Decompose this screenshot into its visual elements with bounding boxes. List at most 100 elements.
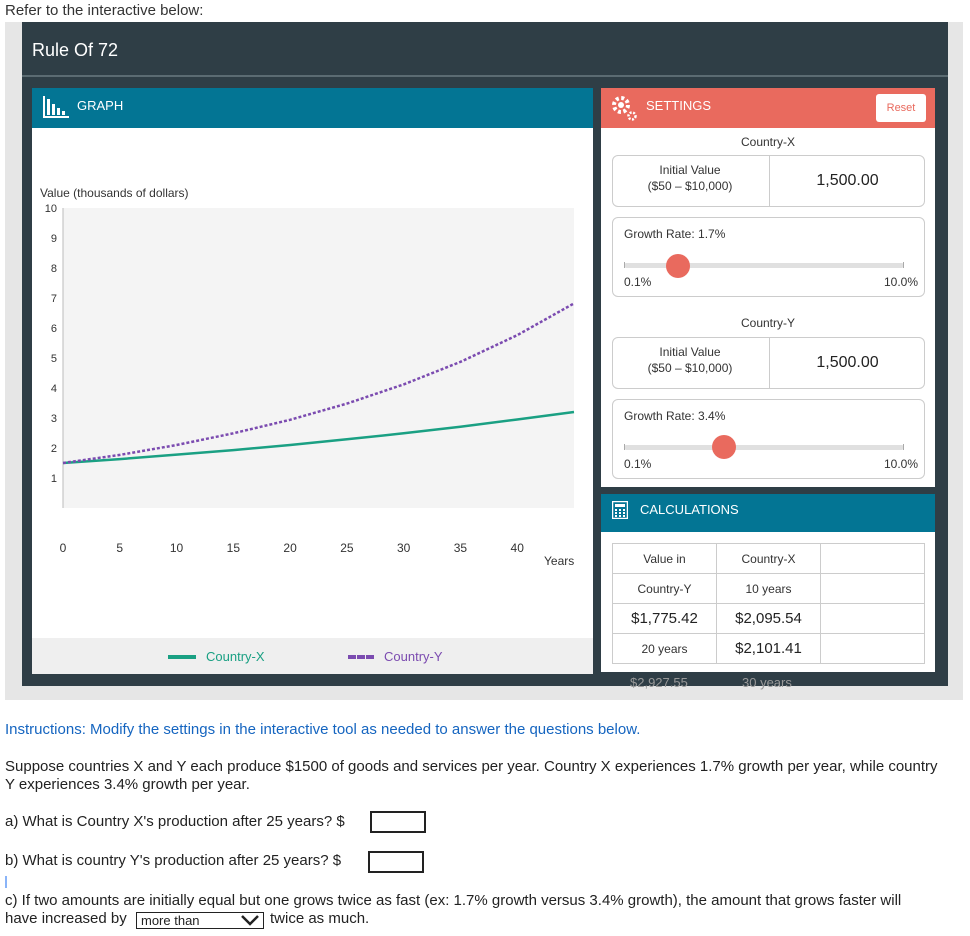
country-x-initial-value-label: Initial Value ($50 – $10,000) bbox=[612, 162, 768, 194]
table-cell: 20 years bbox=[612, 633, 717, 664]
table-cell: Country-Y bbox=[612, 573, 717, 604]
graph-header bbox=[32, 88, 593, 128]
problem-statement: Suppose countries X and Y each produce $… bbox=[5, 758, 938, 793]
overflow-row-value: $2,927.55 bbox=[630, 675, 688, 690]
table-cell: $1,775.42 bbox=[612, 603, 717, 634]
country-x-heading: Country-X bbox=[740, 135, 796, 149]
slider-min-tick bbox=[624, 444, 625, 450]
instructions-text: Instructions: Modify the settings in the… bbox=[5, 721, 641, 738]
chart-legend bbox=[32, 638, 593, 674]
table-cell bbox=[820, 633, 925, 664]
table-cell: $2,095.54 bbox=[716, 603, 821, 634]
growth-chart: Value (thousands of dollars) 1 2 3 4 5 6 7 8 9 10… bbox=[40, 186, 575, 568]
country-y-growth-group bbox=[612, 399, 925, 479]
table-cell: 10 years bbox=[716, 573, 821, 604]
y-tick-label: 1 bbox=[51, 473, 57, 485]
answer-b-input[interactable] bbox=[368, 851, 424, 873]
plot-area bbox=[63, 208, 574, 508]
y-tick-label: 10 bbox=[45, 203, 57, 215]
y-tick-label: 8 bbox=[51, 263, 57, 275]
country-x-growth-slider[interactable] bbox=[624, 263, 904, 268]
x-tick-label: 20 bbox=[283, 541, 297, 555]
country-x-growth-label: Growth Rate: 1.7% bbox=[624, 227, 726, 241]
bar-chart-icon bbox=[43, 96, 69, 118]
country-y-initial-value-group bbox=[612, 337, 925, 389]
x-tick-label: 30 bbox=[397, 541, 411, 555]
question-b: b) What is country Y's production after … bbox=[5, 852, 342, 869]
country-x-initial-value-input[interactable]: 1,500.00 bbox=[769, 155, 925, 207]
country-x-slider-thumb[interactable] bbox=[666, 254, 690, 278]
country-y-growth-label: Growth Rate: 3.4% bbox=[624, 409, 726, 423]
initial-value-range-text: ($50 – $10,000) bbox=[647, 361, 733, 375]
y-tick-label: 4 bbox=[51, 383, 57, 395]
question-c: c) If two amounts are initially equal bu… bbox=[5, 892, 902, 909]
calculator-icon bbox=[612, 501, 628, 519]
gear-icon bbox=[612, 96, 637, 121]
answer-a-input[interactable] bbox=[370, 811, 426, 833]
calculations-table: Value in Country-X Country-Y 10 years $1… bbox=[612, 543, 925, 664]
country-y-initial-value-input[interactable]: 1,500.00 bbox=[769, 337, 925, 389]
calculations-title: CALCULATIONS bbox=[640, 502, 739, 517]
legend-label-country-y: Country-Y bbox=[384, 649, 443, 664]
legend-label-country-x: Country-X bbox=[206, 649, 265, 664]
x-tick-label: 0 bbox=[60, 541, 67, 555]
app-title: Rule Of 72 bbox=[32, 40, 119, 60]
graph-title: GRAPH bbox=[77, 98, 124, 113]
country-y-slider-max: 10.0% bbox=[884, 457, 919, 471]
x-tick-label: 40 bbox=[511, 541, 525, 555]
slider-max-tick bbox=[903, 262, 904, 268]
answer-c-select[interactable]: more than bbox=[136, 912, 264, 929]
settings-title: SETTINGS bbox=[646, 98, 712, 113]
country-x-slider-min: 0.1% bbox=[624, 275, 652, 289]
x-tick-label: 35 bbox=[454, 541, 468, 555]
x-tick-label: 5 bbox=[116, 541, 123, 555]
country-x-growth-group bbox=[612, 217, 925, 297]
country-x-slider-max: 10.0% bbox=[884, 275, 919, 289]
country-y-heading: Country-Y bbox=[740, 316, 796, 330]
country-y-slider-thumb[interactable] bbox=[712, 435, 736, 459]
series-line-country-y bbox=[62, 302, 575, 465]
y-tick-label: 3 bbox=[51, 413, 57, 425]
series-line-country-x bbox=[62, 410, 575, 465]
legend-swatch-country-y bbox=[348, 655, 374, 659]
table-cell: Country-X bbox=[716, 543, 821, 574]
calculations-header bbox=[601, 494, 935, 532]
question-c-suffix: twice as much. bbox=[270, 910, 370, 927]
y-axis-label: Value (thousands of dollars) bbox=[40, 186, 189, 200]
legend-swatch-country-x bbox=[168, 655, 196, 659]
table-cell bbox=[820, 573, 925, 604]
y-tick-label: 5 bbox=[51, 353, 57, 365]
country-y-growth-slider[interactable] bbox=[624, 445, 904, 450]
country-y-slider-min: 0.1% bbox=[624, 457, 652, 471]
table-cell: Value in bbox=[612, 543, 717, 574]
x-tick-label: 25 bbox=[340, 541, 354, 555]
x-tick-label: 15 bbox=[227, 541, 241, 555]
table-row: $1,775.42 $2,095.54 bbox=[612, 603, 925, 634]
overflow-row-label: 30 years bbox=[742, 675, 792, 690]
slider-min-tick bbox=[624, 262, 625, 268]
y-tick-label: 6 bbox=[51, 323, 57, 335]
table-cell: $2,101.41 bbox=[716, 633, 821, 664]
table-row: Value in Country-X bbox=[612, 543, 925, 574]
reset-button[interactable]: Reset bbox=[876, 94, 926, 122]
y-tick-label: 7 bbox=[51, 293, 57, 305]
question-a: a) What is Country X's production after … bbox=[5, 813, 345, 830]
x-axis-label: Years bbox=[544, 554, 574, 568]
chevron-down-icon bbox=[241, 915, 259, 926]
title-divider bbox=[22, 75, 948, 77]
slider-max-tick bbox=[903, 444, 904, 450]
text-cursor bbox=[5, 876, 7, 888]
y-tick-label: 2 bbox=[51, 443, 57, 455]
y-tick-label: 9 bbox=[51, 233, 57, 245]
prompt-text: Refer to the interactive below: bbox=[5, 2, 204, 19]
initial-value-range-text: ($50 – $10,000) bbox=[647, 179, 733, 193]
table-cell bbox=[820, 603, 925, 634]
table-row: Country-Y 10 years bbox=[612, 573, 925, 604]
country-y-initial-value-label: Initial Value ($50 – $10,000) bbox=[612, 344, 768, 376]
table-cell bbox=[820, 543, 925, 574]
x-tick-label: 10 bbox=[170, 541, 184, 555]
table-row: 20 years $2,101.41 bbox=[612, 633, 925, 664]
initial-value-label-text: Initial Value bbox=[659, 163, 721, 177]
country-x-initial-value-group bbox=[612, 155, 925, 207]
question-c-prefix: have increased by bbox=[5, 910, 127, 927]
